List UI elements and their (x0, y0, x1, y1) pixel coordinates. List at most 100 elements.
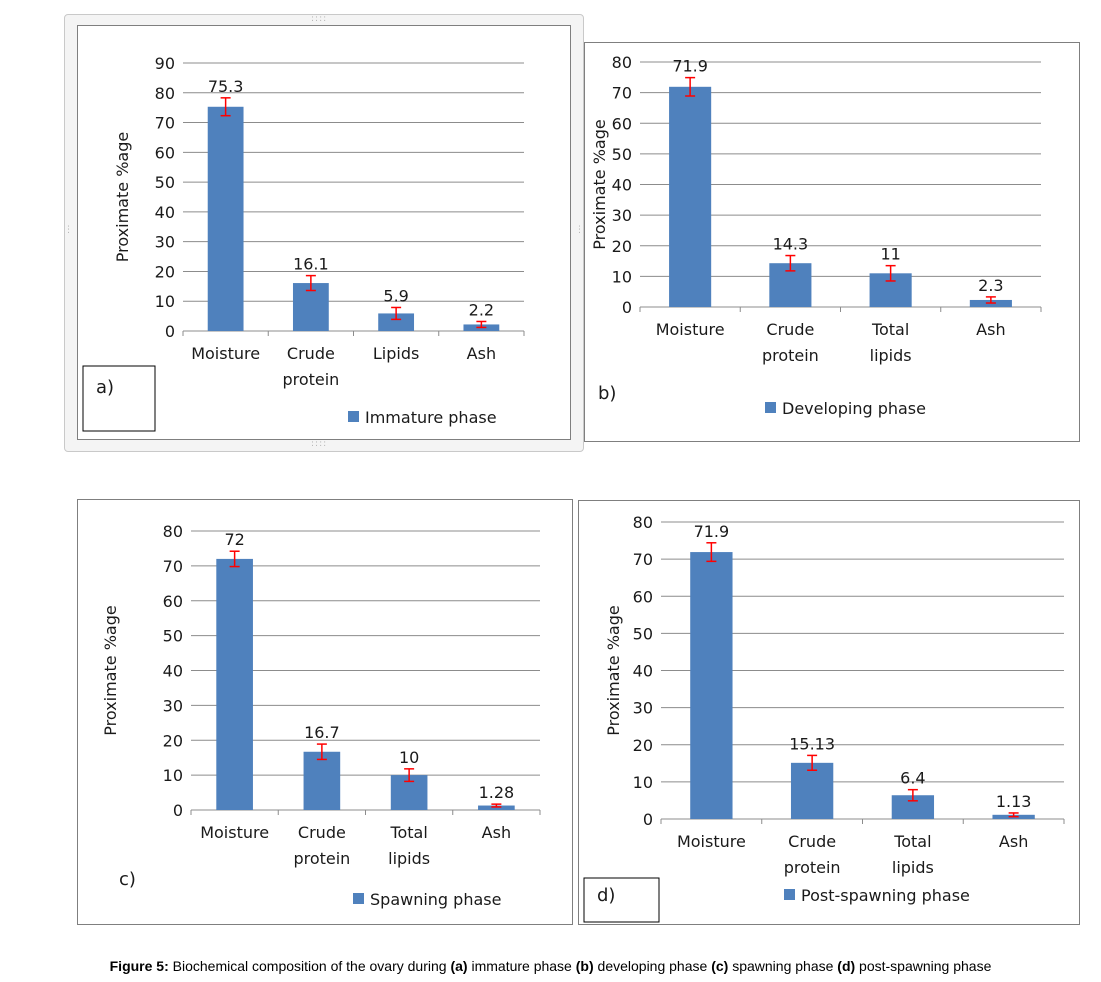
y-tick-label: 10 (163, 766, 183, 785)
bar (216, 558, 253, 810)
caption-part: immature phase (467, 958, 576, 974)
y-axis-title: Proximate %age (101, 605, 120, 735)
category-label: protein (282, 370, 339, 389)
bar (669, 86, 712, 308)
right-resize-handle[interactable]: ⋮ (575, 225, 585, 235)
panel-label-box (583, 877, 660, 923)
y-tick-label: 30 (633, 699, 653, 718)
data-label: 1.28 (479, 783, 515, 802)
y-tick-label: 0 (643, 810, 653, 829)
data-label: 72 (224, 530, 244, 549)
y-tick-label: 60 (163, 592, 183, 611)
category-label: Crude (766, 320, 814, 339)
category-label: Total (389, 823, 427, 842)
y-tick-label: 20 (155, 262, 175, 281)
legend-swatch (353, 893, 364, 904)
y-axis-title: Proximate %age (113, 132, 132, 262)
category-label: protein (784, 858, 841, 877)
bar (790, 762, 834, 819)
bar (378, 313, 415, 331)
left-resize-handle[interactable]: ⋮ (64, 225, 74, 235)
y-tick-label: 30 (155, 233, 175, 252)
data-label: 16.1 (293, 255, 329, 274)
data-label: 75.3 (208, 77, 244, 96)
y-tick-label: 0 (173, 801, 183, 820)
legend-swatch (765, 402, 776, 413)
panel-label: d) (597, 885, 615, 906)
y-tick-label: 0 (622, 298, 632, 317)
y-tick-label: 20 (163, 731, 183, 750)
y-tick-label: 40 (155, 203, 175, 222)
y-tick-label: 30 (612, 206, 632, 225)
category-label: Crude (298, 823, 346, 842)
bar (478, 805, 515, 810)
category-label: lipids (388, 849, 430, 868)
y-tick-label: 90 (155, 54, 175, 73)
bar (690, 552, 733, 819)
y-tick-label: 70 (633, 550, 653, 569)
chart-d-svg: 0 10 20 30 40 50 60 70 80 Proximate %age 71.9 Moist… (583, 513, 1065, 923)
caption-part: (d) (837, 958, 856, 974)
y-tick-label: 50 (633, 624, 653, 643)
category-label: Ash (999, 832, 1028, 851)
bottom-resize-handle[interactable]: :::: (311, 439, 328, 449)
category-label: Ash (467, 344, 496, 363)
category-label: Ash (482, 823, 511, 842)
category-label: Ash (976, 320, 1005, 339)
data-label: 2.2 (469, 300, 494, 319)
y-tick-label: 70 (163, 557, 183, 576)
y-axis-title: Proximate %age (604, 605, 623, 735)
caption-part: developing phase (593, 958, 712, 974)
category-label: Total (893, 832, 931, 851)
data-label: 11 (880, 245, 900, 264)
y-tick-label: 30 (163, 696, 183, 715)
caption-part: Biochemical composition of the ovary dur… (168, 958, 451, 974)
category-label: Moisture (200, 823, 269, 842)
chart-panel-b[interactable]: 0 10 20 30 40 50 60 70 80 Proximate %age 71.9 Moist… (584, 42, 1080, 442)
caption-text: Biochemical composition of the ovary dur… (169, 958, 992, 974)
y-axis-title: Proximate %age (590, 119, 609, 249)
legend-swatch (784, 889, 795, 900)
chart-a-svg: 0 10 20 30 40 50 60 70 80 90 Proximate %age 75.3 Moi… (82, 54, 525, 432)
category-label: protein (293, 849, 350, 868)
panel-label: c) (119, 869, 136, 890)
y-tick-label: 40 (163, 662, 183, 681)
category-label: Crude (788, 832, 836, 851)
chart-panel-c[interactable]: 0 10 20 30 40 50 60 70 80 Proximate %age 72 Moistur… (77, 499, 573, 925)
category-label: Lipids (373, 344, 419, 363)
caption-part: spawning phase (728, 958, 838, 974)
chart-panel-a[interactable]: 0 10 20 30 40 50 60 70 80 90 Proximate %age 75.3 Moi… (77, 25, 571, 440)
y-tick-label: 40 (633, 662, 653, 681)
y-tick-label: 50 (155, 173, 175, 192)
y-tick-label: 60 (633, 587, 653, 606)
legend-label: Spawning phase (370, 890, 501, 909)
data-label: 6.4 (900, 769, 925, 788)
y-tick-label: 80 (163, 522, 183, 541)
y-tick-label: 20 (612, 237, 632, 256)
chart-c-svg: 0 10 20 30 40 50 60 70 80 Proximate %age 72 Moistur… (101, 522, 541, 909)
y-tick-label: 80 (612, 53, 632, 72)
caption-part: (c) (711, 958, 729, 974)
panel-label: b) (598, 383, 616, 404)
panel-label-box (82, 365, 156, 432)
legend-label: Post-spawning phase (801, 886, 970, 905)
caption-part: (a) (450, 958, 468, 974)
category-label: Moisture (656, 320, 725, 339)
bar (891, 795, 935, 819)
caption-part: post-spawning phase (855, 958, 992, 974)
y-tick-label: 10 (155, 292, 175, 311)
y-tick-label: 50 (612, 145, 632, 164)
y-tick-label: 70 (155, 114, 175, 133)
bar (207, 106, 244, 331)
y-tick-label: 10 (612, 267, 632, 286)
data-label: 2.3 (978, 276, 1003, 295)
panel-label: a) (96, 377, 114, 398)
y-tick-label: 80 (155, 84, 175, 103)
y-tick-label: 70 (612, 84, 632, 103)
bar (303, 751, 341, 810)
chart-panel-d[interactable]: 0 10 20 30 40 50 60 70 80 Proximate %age 71.9 Moist… (578, 500, 1080, 925)
category-label: Total (871, 320, 909, 339)
y-tick-label: 40 (612, 176, 632, 195)
top-resize-handle[interactable]: :::: (311, 14, 328, 24)
y-tick-label: 10 (633, 773, 653, 792)
